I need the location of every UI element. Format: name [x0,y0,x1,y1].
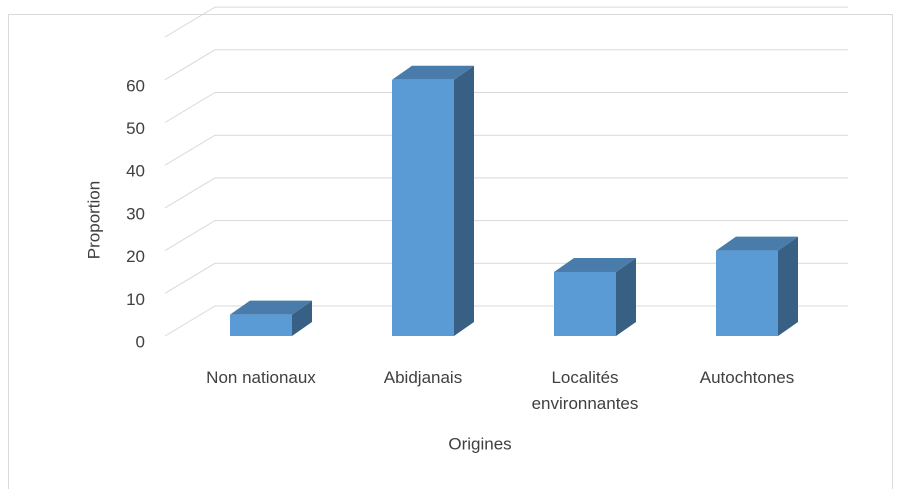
grid-line [164,177,848,209]
x-tick-label-box: Abidjanais [383,368,463,387]
x-tick-label: Autochtones [699,368,795,387]
y-axis-title: Proportion [84,181,103,259]
y-tick-label: 10 [126,290,145,309]
y-tick-label: 0 [136,332,145,351]
bar-side [292,300,312,336]
bar [230,300,312,336]
y-tick-label: 30 [126,204,145,223]
y-tick-label: 50 [126,119,145,138]
bar-front [554,271,616,336]
bar-front [716,250,778,336]
x-tick-label-box: Non nationaux [206,368,316,387]
bar [554,257,636,336]
bar-side [778,236,798,336]
grid-line [164,134,848,166]
bar-side [454,65,474,337]
bar-front [392,79,454,337]
bar-front [230,314,292,336]
x-tick-label-box: Localités environnantes [531,368,639,413]
grid-line [164,220,848,252]
bar-top [392,65,474,80]
bar [392,65,474,337]
x-tick-label: Abidjanais [383,368,463,387]
x-axis-title: Origines [448,434,511,453]
bar-side [616,257,636,336]
y-tick-label: 20 [126,247,145,266]
x-tick-label: Localités environnantes [531,368,639,413]
grid-line [164,262,848,294]
grid-line [164,92,848,123]
grid-line [164,6,848,38]
grid-line [164,49,848,81]
bar [716,236,798,336]
x-tick-label-box: Autochtones [699,368,795,387]
x-tick-label: Non nationaux [206,368,316,387]
bar-top [554,257,636,272]
y-tick-label: 40 [126,162,145,181]
y-tick-label: 60 [126,76,145,95]
grid-line [164,305,848,337]
bar-top [716,236,798,251]
bar-top [230,300,312,315]
